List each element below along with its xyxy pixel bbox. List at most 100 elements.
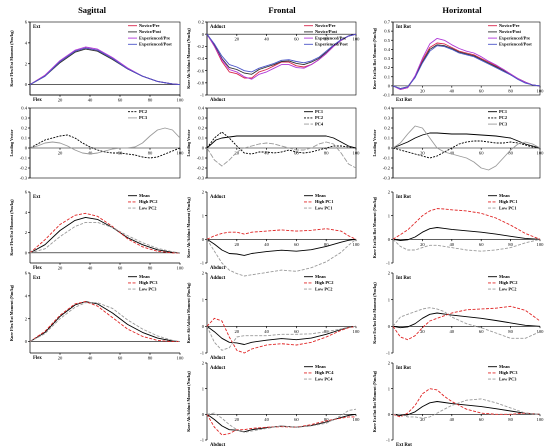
plot-frame <box>392 107 541 179</box>
y-axis-label: Knee Flex/Ext Moment (Nm/kg) <box>9 30 14 87</box>
column-title-frontal: Frontal <box>268 5 296 15</box>
y-axis-label: Knee Ext/Int Rot Moment (Nm/kg) <box>372 370 377 432</box>
y-tick-label: -0.2 <box>383 166 391 171</box>
direction-label-top: Int Rot <box>396 195 411 200</box>
series-line-low-pc1 <box>206 238 357 277</box>
y-tick-label: -0.6 <box>197 68 205 73</box>
series-line-experienced-post <box>206 33 357 73</box>
x-tick-label: 40 <box>264 242 269 247</box>
y-axis-label: Loading Vector <box>186 129 191 156</box>
direction-label-bottom: Abduct <box>210 443 226 447</box>
series-line-pc2 <box>29 134 181 159</box>
series-line-pc1 <box>206 135 357 149</box>
chart-panel-hor-pc: -0.3 -0.2 -0.1 0 0.1 0.2 0.3 0.4 20 40 60 80 100 Load… <box>372 106 544 181</box>
series-line-mean <box>392 227 541 241</box>
y-tick-label: 1 <box>388 297 391 302</box>
y-axis-label: Knee Ext/Int Rot Moment (Nm/kg) <box>372 282 377 344</box>
legend-entry: Experienced/Post <box>315 42 348 47</box>
series-line-high-pc2 <box>392 305 541 341</box>
legend-entry: High PC3 <box>139 280 158 285</box>
series-line-high-pc1 <box>206 228 357 240</box>
series-line-experienced-pre <box>29 46 181 86</box>
y-tick-label: -0.2 <box>197 44 205 49</box>
y-tick-label: 1 <box>388 386 391 391</box>
direction-label-top: Adduct <box>210 25 226 30</box>
y-tick-label: -0.1 <box>20 156 28 161</box>
y-axis-label: Knee Ab/Adduct Moment (Nm/kg) <box>186 197 191 258</box>
y-axis-label: Knee Flex/Ext Moment (Nm/kg) <box>9 284 14 341</box>
x-tick-label: 60 <box>479 329 484 334</box>
series-line-high-pc2 <box>206 317 357 354</box>
column-title-sagittal: Sagittal <box>78 5 107 15</box>
y-tick-label: 0 <box>388 146 391 151</box>
legend-entry: Novice/Pre <box>315 23 335 28</box>
series-line-mean <box>206 325 357 345</box>
direction-label-bottom: Flex <box>33 266 42 271</box>
series-line-low-pc2 <box>392 307 541 339</box>
series-line-experienced-pre <box>206 33 357 80</box>
x-tick-label: 40 <box>264 37 269 42</box>
legend-entry: Low PC3 <box>499 376 517 381</box>
direction-label-bottom: Abduct <box>210 356 226 361</box>
y-tick-label: 0 <box>202 412 205 417</box>
direction-label-top: Int Rot <box>396 366 411 371</box>
y-tick-label: -0.1 <box>383 93 391 98</box>
y-tick-label: 0.3 <box>198 116 204 121</box>
x-tick-label: 40 <box>88 98 93 103</box>
x-tick-label: 20 <box>420 329 425 334</box>
series-line-novice-post <box>206 33 357 75</box>
x-tick-label: 60 <box>294 242 299 247</box>
chart-panel-fro-means: -1 -0.8 -0.6 -0.4 -0.2 0 0.2 20 40 60 80 100 Knee Ab… <box>186 20 360 103</box>
legend-entry: High PC2 <box>139 199 157 204</box>
direction-label-bottom: Ext Rot <box>396 443 412 447</box>
legend-entry: Novice/Post <box>315 29 337 34</box>
plot-frame <box>206 107 357 179</box>
legend-entry: High PC2 <box>315 280 333 285</box>
series-line-high-pc4 <box>206 414 356 436</box>
y-tick-label: 0 <box>388 237 391 242</box>
x-tick-label: 100 <box>177 356 185 361</box>
x-tick-label: 80 <box>324 417 329 422</box>
y-tick-label: 0 <box>388 324 391 329</box>
x-tick-label: 20 <box>235 37 240 42</box>
y-tick-label: 0.3 <box>21 116 27 121</box>
direction-label-bottom: Abduct <box>210 98 226 103</box>
series-line-low-pc2 <box>29 221 181 254</box>
y-tick-label: 0 <box>25 146 28 151</box>
x-tick-label: 40 <box>450 88 455 93</box>
chart-panel-fro-pc: -0.3 -0.2 -0.1 0 0.1 0.2 0.3 0.4 20 40 60 80 100 Load… <box>186 106 360 181</box>
y-tick-label: 0.1 <box>384 74 390 79</box>
x-tick-label: 60 <box>118 266 123 271</box>
y-tick-label: 0.2 <box>384 126 390 131</box>
y-axis-label: Knee Ext/Int Rot Moment (Nm/kg) <box>372 27 377 89</box>
legend-entry: Low PC1 <box>499 205 516 210</box>
x-tick-label: 100 <box>537 88 545 93</box>
x-tick-label: 60 <box>294 37 299 42</box>
x-tick-label: 80 <box>508 417 513 422</box>
plot-frame <box>29 107 181 179</box>
y-tick-label: 0.2 <box>21 126 27 131</box>
y-tick-label: 0.1 <box>384 136 390 141</box>
chart-panel-hor-pc2: -1 0 1 2 20 40 60 80 100 Knee Ext/Int Rot Moment … <box>372 271 544 356</box>
y-tick-label: 2 <box>25 316 28 321</box>
series-line-mean <box>392 401 541 417</box>
x-tick-label: 20 <box>58 266 63 271</box>
legend-entry: Novice/Post <box>499 29 521 34</box>
y-tick-label: 2 <box>388 190 391 195</box>
legend-entry: Mean <box>315 193 326 198</box>
x-tick-label: 100 <box>353 151 361 156</box>
series-line-mean <box>206 413 357 433</box>
direction-label-bottom: Flex <box>33 356 42 361</box>
direction-label-top: Adduct <box>210 276 226 281</box>
y-tick-label: 0 <box>202 237 205 242</box>
y-tick-label: 0 <box>25 250 28 255</box>
x-tick-label: 60 <box>479 151 484 156</box>
y-tick-label: 2 <box>25 61 28 66</box>
y-tick-label: -1 <box>200 438 205 443</box>
series-line-experienced-post <box>392 45 541 90</box>
y-tick-label: 0.4 <box>384 106 390 111</box>
direction-label-top: Ext <box>33 195 41 200</box>
x-tick-label: 40 <box>88 356 93 361</box>
direction-label-top: Adduct <box>210 195 226 200</box>
